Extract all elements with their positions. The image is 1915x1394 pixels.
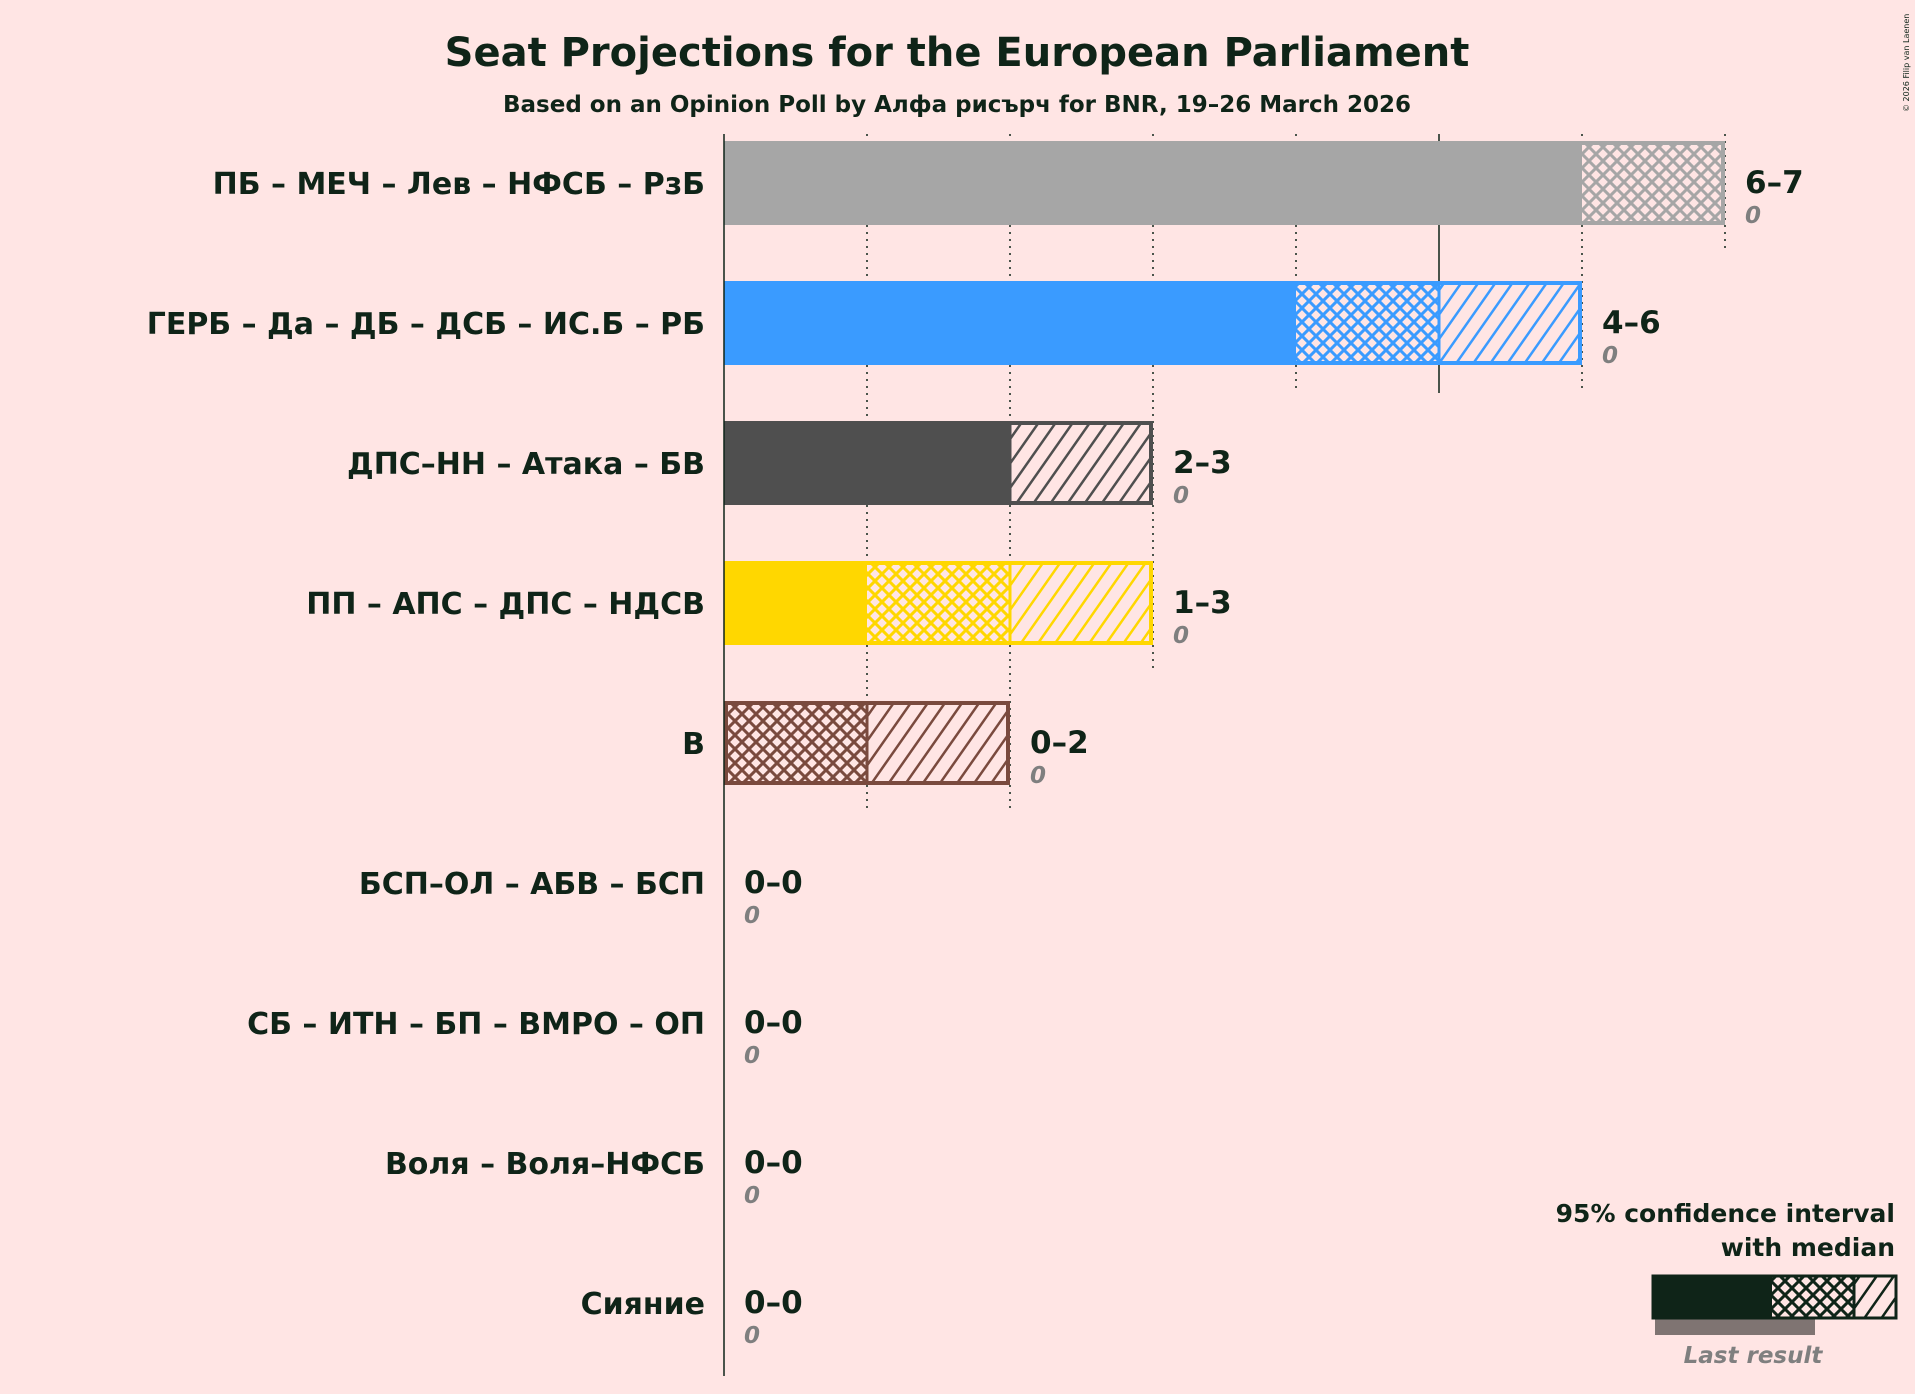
party-label: Сияние <box>581 1287 705 1322</box>
legend-last-result-label: Last result <box>1684 1343 1824 1369</box>
last-result-label: 0 <box>744 1183 760 1209</box>
party-row: Сияние 0–00 <box>581 1285 803 1349</box>
range-label: 2–3 <box>1173 445 1232 481</box>
bar-solid <box>724 281 1296 365</box>
range-label: 0–0 <box>744 1145 803 1181</box>
last-result-label: 0 <box>1173 623 1189 649</box>
legend-outline <box>1651 1274 1898 1320</box>
range-label: 6–7 <box>1745 165 1804 201</box>
party-label: Воля – Воля–НФСБ <box>385 1147 705 1182</box>
party-row: ПБ – МЕЧ – Лев – НФСБ – РзБ 6–70 <box>213 141 1804 229</box>
bar-ci-upper <box>1439 283 1582 363</box>
bar-outline <box>724 281 1582 365</box>
bar-ci-upper <box>1010 563 1153 643</box>
range-label: 0–0 <box>744 1005 803 1041</box>
legend-title-line1: 95% confidence interval <box>1556 1199 1895 1228</box>
party-row: БСП–ОЛ – АБВ – БСП 0–00 <box>359 865 803 929</box>
range-label: 0–2 <box>1030 725 1089 761</box>
party-label: ДПС–НН – Атака – БВ <box>347 447 705 482</box>
party-label: ПБ – МЕЧ – Лев – НФСБ – РзБ <box>213 167 705 202</box>
range-label: 1–3 <box>1173 585 1232 621</box>
bar-ci-lower <box>867 563 1010 643</box>
bar-ci-upper <box>1010 423 1153 503</box>
party-label: БСП–ОЛ – АБВ – БСП <box>359 867 705 902</box>
range-label: 0–0 <box>744 865 803 901</box>
bar-solid <box>724 141 1582 225</box>
party-label: В <box>682 727 705 762</box>
party-row: Воля – Воля–НФСБ 0–00 <box>385 1145 803 1209</box>
party-row: В 0–20 <box>682 701 1089 789</box>
legend-ci-upper <box>1854 1277 1896 1317</box>
last-result-label: 0 <box>744 903 760 929</box>
last-result-label: 0 <box>1745 203 1761 229</box>
copyright: © 2026 Filip van Laenen <box>1902 14 1911 112</box>
party-row: ДПС–НН – Атака – БВ 2–30 <box>347 421 1232 509</box>
chart-subtitle: Based on an Opinion Poll by Алфа рисърч … <box>503 92 1411 118</box>
bar-outline <box>724 561 1153 645</box>
party-row: ГЕРБ – Да – ДБ – ДСБ – ИС.Б – РБ 4–60 <box>147 281 1661 369</box>
bar-solid <box>724 561 867 645</box>
last-result-label: 0 <box>1030 763 1046 789</box>
legend-last-result-bar <box>1655 1319 1815 1335</box>
party-label: СБ – ИТН – БП – ВМРО – ОП <box>247 1007 705 1042</box>
party-label: ПП – АПС – ДПС – НДСВ <box>306 587 705 622</box>
legend-solid <box>1652 1275 1772 1319</box>
range-label: 0–0 <box>744 1285 803 1321</box>
bar-ci-lower <box>724 703 867 783</box>
legend-ci-lower <box>1772 1277 1854 1317</box>
last-result-label: 0 <box>1602 343 1618 369</box>
bar-ci-upper <box>867 703 1010 783</box>
chart-title: Seat Projections for the European Parlia… <box>445 30 1470 76</box>
party-row: ПП – АПС – ДПС – НДСВ 1–30 <box>306 561 1232 649</box>
bar-solid <box>724 421 1010 505</box>
party-label: ГЕРБ – Да – ДБ – ДСБ – ИС.Б – РБ <box>147 307 705 342</box>
legend: 95% confidence interval with median Last… <box>1556 1199 1898 1369</box>
party-row: СБ – ИТН – БП – ВМРО – ОП 0–00 <box>247 1005 803 1069</box>
range-label: 4–6 <box>1602 305 1661 341</box>
legend-title-line2: with median <box>1721 1233 1895 1262</box>
bar-outline <box>724 141 1725 225</box>
last-result-label: 0 <box>744 1323 760 1349</box>
last-result-label: 0 <box>1173 483 1189 509</box>
last-result-label: 0 <box>744 1043 760 1069</box>
bar-outline <box>724 421 1153 505</box>
bar-ci-lower <box>1296 283 1439 363</box>
bar-ci-lower <box>1582 143 1725 223</box>
